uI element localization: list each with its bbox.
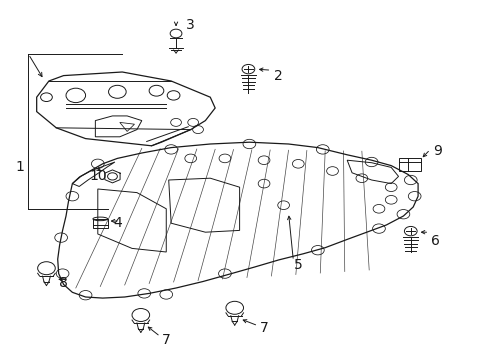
Bar <box>398 158 420 171</box>
Text: 1: 1 <box>15 161 24 174</box>
Text: 3: 3 <box>186 18 195 32</box>
Text: 8: 8 <box>59 276 68 289</box>
Text: 6: 6 <box>430 234 439 248</box>
Bar <box>93 219 107 228</box>
Text: 5: 5 <box>293 258 302 271</box>
Text: 10: 10 <box>89 170 106 183</box>
Text: 4: 4 <box>113 216 122 230</box>
Text: 2: 2 <box>274 69 283 82</box>
Text: 9: 9 <box>432 144 441 158</box>
Text: 7: 7 <box>259 321 268 335</box>
Text: 7: 7 <box>162 333 170 347</box>
